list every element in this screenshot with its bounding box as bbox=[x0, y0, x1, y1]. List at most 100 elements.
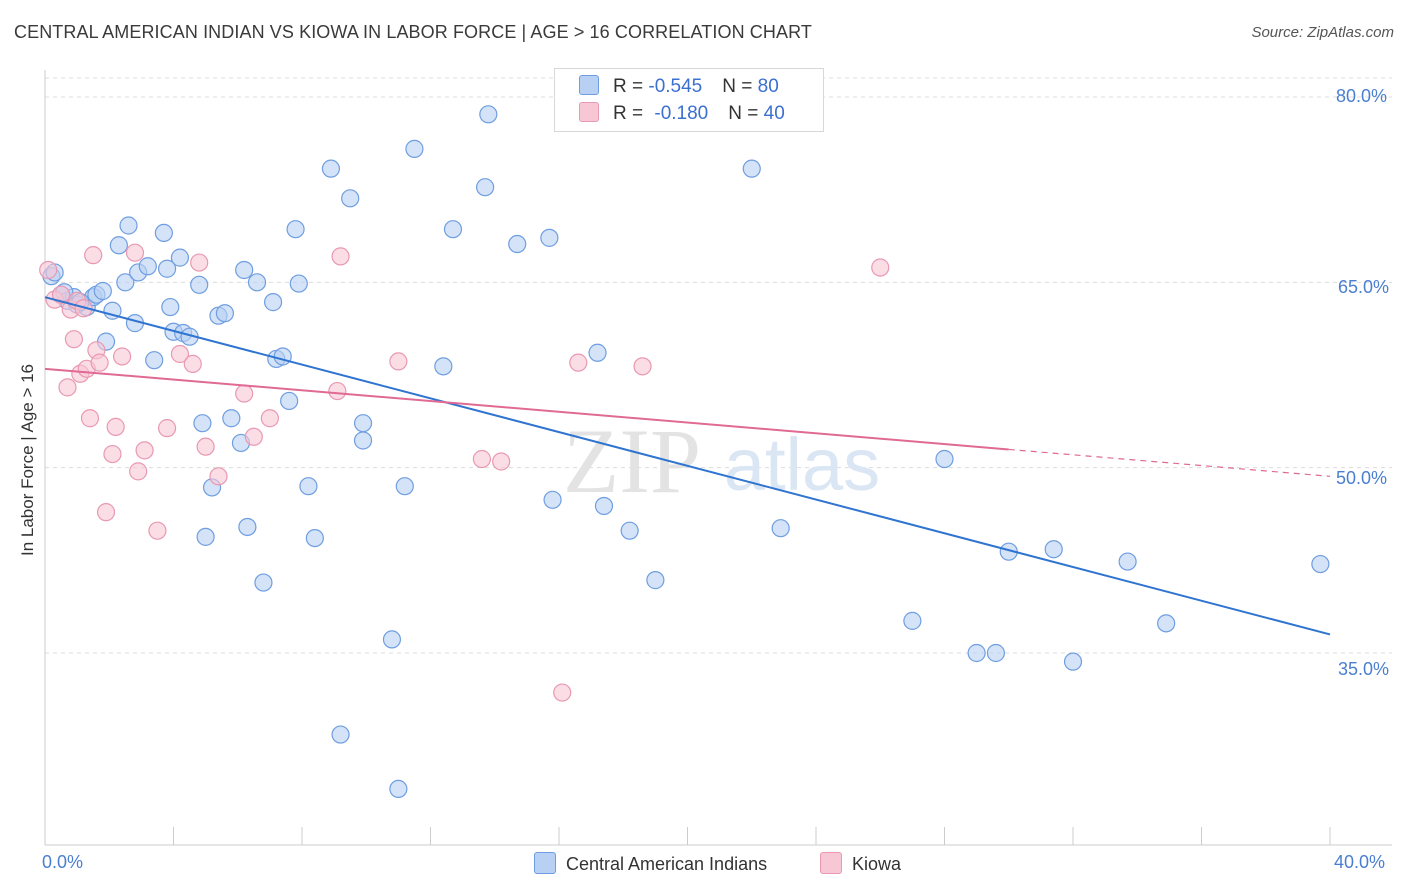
data-point bbox=[543, 490, 562, 509]
data-point bbox=[353, 414, 373, 433]
data-point bbox=[903, 611, 922, 630]
data-point bbox=[112, 347, 132, 366]
legend-n-value: 40 bbox=[763, 103, 785, 124]
data-point bbox=[154, 223, 173, 243]
data-point bbox=[986, 643, 1006, 663]
data-point bbox=[620, 521, 639, 540]
data-point bbox=[238, 517, 257, 537]
data-point bbox=[382, 630, 402, 649]
data-point bbox=[125, 243, 145, 262]
x-tick-label-min: 0.0% bbox=[42, 852, 84, 872]
data-point bbox=[135, 441, 154, 460]
bottom-legend-central-american-indians: Central American Indians bbox=[534, 852, 767, 875]
y-axis-label: In Labor Force | Age > 16 bbox=[18, 363, 37, 557]
data-point bbox=[116, 273, 135, 292]
legend-row-central-american-indians: R = -0.545 N = 80 bbox=[579, 75, 779, 99]
trend-line bbox=[44, 367, 1009, 451]
data-point bbox=[492, 452, 511, 471]
data-point bbox=[508, 234, 527, 254]
data-point bbox=[103, 444, 122, 464]
data-point bbox=[967, 643, 986, 663]
data-point bbox=[341, 189, 360, 208]
trend-lines bbox=[44, 296, 1331, 636]
bottom-legend-label: Kiowa bbox=[852, 854, 902, 874]
data-point bbox=[235, 384, 254, 403]
data-point bbox=[353, 431, 373, 450]
data-point bbox=[742, 159, 761, 178]
data-point bbox=[148, 521, 167, 540]
data-point bbox=[129, 462, 148, 481]
data-point bbox=[569, 353, 588, 372]
legend-r-label: R = bbox=[613, 103, 649, 124]
data-point bbox=[588, 343, 607, 362]
data-point bbox=[646, 571, 665, 590]
trend-line bbox=[44, 296, 1331, 636]
legend-r-value: -0.180 bbox=[654, 103, 709, 124]
series-central-american-indians bbox=[42, 105, 1330, 799]
data-point bbox=[389, 352, 408, 371]
data-point bbox=[260, 409, 279, 428]
data-point bbox=[196, 437, 215, 456]
legend-swatch-pink bbox=[579, 102, 599, 122]
data-point bbox=[331, 247, 350, 266]
legend-r-value: -0.545 bbox=[648, 76, 703, 97]
data-point bbox=[476, 178, 495, 197]
data-point bbox=[145, 351, 164, 370]
watermark-zip: ZIP bbox=[563, 410, 701, 512]
data-point bbox=[196, 527, 215, 546]
data-point bbox=[263, 293, 283, 312]
bottom-legend-kiowa: Kiowa bbox=[820, 852, 901, 875]
chart-title: CENTRAL AMERICAN INDIAN VS KIOWA IN LABO… bbox=[14, 22, 812, 42]
legend-n-value: 80 bbox=[757, 76, 779, 97]
data-point bbox=[183, 354, 202, 373]
data-point bbox=[395, 477, 414, 496]
data-point bbox=[106, 417, 125, 436]
legend-row-kiowa: R = -0.180 N = 40 bbox=[579, 102, 785, 126]
data-point bbox=[235, 260, 254, 280]
data-point bbox=[280, 391, 299, 411]
data-point bbox=[434, 357, 453, 376]
data-point bbox=[1118, 552, 1137, 571]
data-point bbox=[64, 330, 84, 349]
series-kiowa bbox=[39, 243, 890, 702]
legend-n-label: N = bbox=[722, 76, 758, 97]
data-point bbox=[190, 253, 209, 272]
bottom-legend-swatch-pink bbox=[820, 852, 842, 874]
data-point bbox=[472, 449, 491, 469]
y-tick-label: 65.0% bbox=[1338, 277, 1390, 297]
bottom-legend-label: Central American Indians bbox=[566, 854, 768, 874]
data-point bbox=[1157, 614, 1176, 633]
watermark-atlas: atlas bbox=[724, 423, 880, 506]
data-point bbox=[96, 503, 116, 522]
data-point bbox=[90, 353, 109, 372]
data-point bbox=[331, 725, 350, 744]
data-point bbox=[247, 273, 267, 292]
data-point bbox=[771, 519, 790, 538]
data-point bbox=[80, 409, 100, 428]
data-point bbox=[299, 477, 318, 496]
data-point bbox=[633, 357, 652, 376]
data-point bbox=[190, 275, 209, 294]
data-point bbox=[215, 304, 234, 323]
y-tick-label: 50.0% bbox=[1336, 468, 1388, 488]
data-point bbox=[871, 258, 890, 277]
data-point bbox=[935, 449, 954, 469]
data-point bbox=[540, 228, 559, 247]
data-point bbox=[157, 419, 177, 438]
data-point bbox=[170, 344, 190, 364]
data-point bbox=[244, 427, 263, 446]
data-point bbox=[1063, 652, 1083, 671]
data-point bbox=[254, 573, 273, 592]
data-point bbox=[553, 683, 572, 702]
data-point bbox=[157, 259, 177, 278]
correlation-legend: R = -0.545 N = 80 R = -0.180 N = 40 bbox=[554, 68, 824, 132]
x-tick-label-max: 40.0% bbox=[1334, 852, 1386, 872]
source-credit: Source: ZipAtlas.com bbox=[1251, 24, 1394, 41]
legend-n-label: N = bbox=[728, 103, 764, 124]
legend-r-label: R = bbox=[613, 76, 649, 97]
data-point bbox=[193, 414, 212, 433]
data-point bbox=[405, 139, 424, 158]
data-point bbox=[305, 528, 324, 548]
data-point bbox=[389, 779, 408, 799]
